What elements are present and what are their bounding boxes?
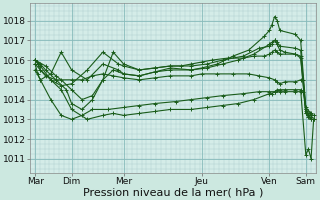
X-axis label: Pression niveau de la mer( hPa ): Pression niveau de la mer( hPa ) xyxy=(83,187,263,197)
